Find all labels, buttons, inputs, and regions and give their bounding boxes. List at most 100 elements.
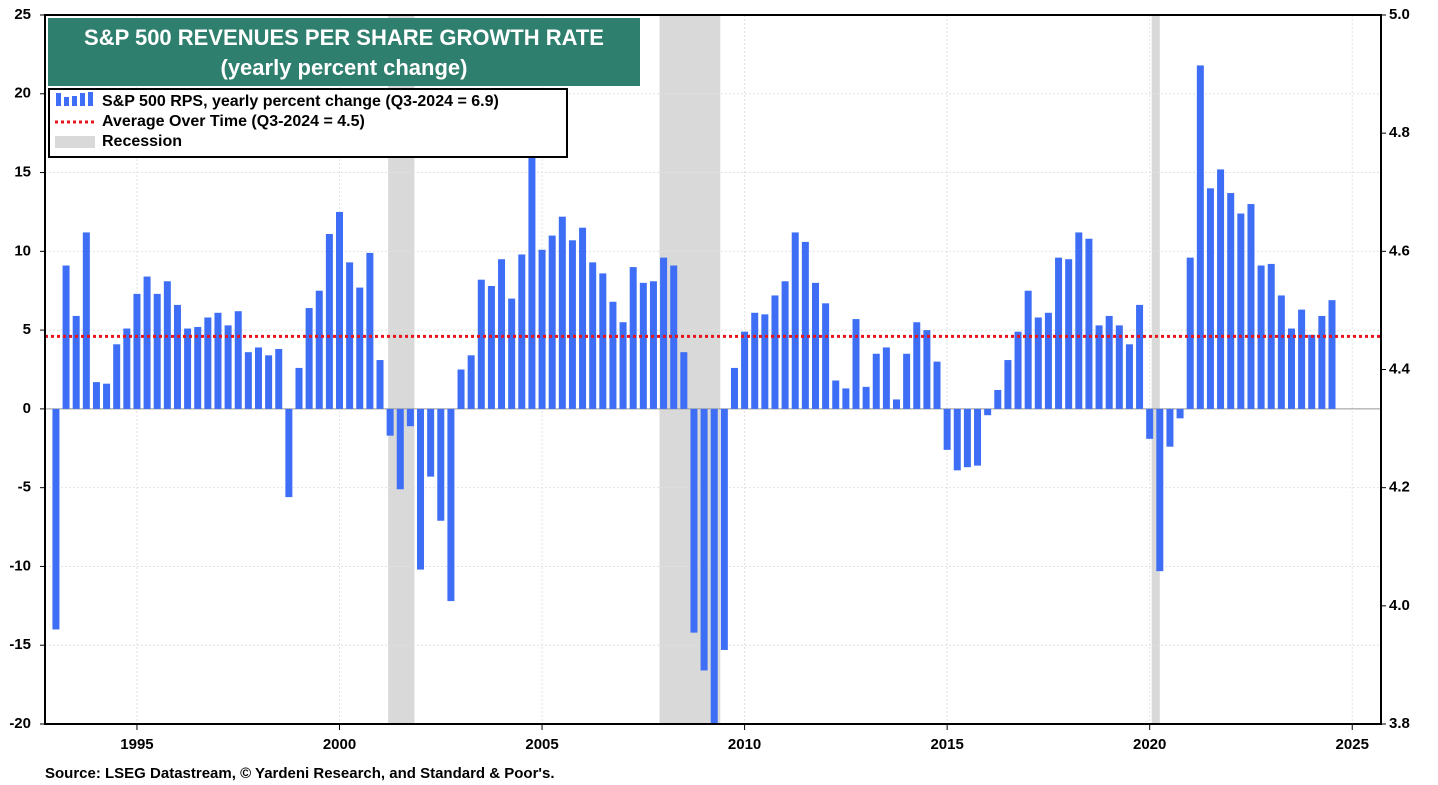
bar (103, 383, 111, 409)
legend-recession-icon (55, 136, 95, 148)
bar (447, 408, 455, 602)
bar (305, 308, 313, 409)
legend-bar (72, 96, 77, 106)
bar (244, 352, 252, 409)
bar (1287, 328, 1295, 409)
bar (852, 319, 860, 409)
bar (974, 408, 982, 466)
bar (1105, 315, 1113, 409)
legend-box (48, 88, 568, 158)
bar (913, 322, 921, 409)
bar (1277, 295, 1285, 409)
bar (163, 281, 171, 409)
bar (123, 328, 131, 409)
bar (528, 141, 536, 409)
bar (579, 227, 587, 409)
y2-tick-label: 4.4 (1389, 360, 1411, 377)
legend-label: Recession (102, 133, 182, 150)
bar (984, 408, 992, 416)
bar (710, 408, 718, 724)
bar (1298, 309, 1306, 409)
x-tick-label: 2015 (930, 736, 963, 753)
bar (427, 408, 435, 477)
bar (173, 304, 181, 409)
bar (325, 234, 333, 409)
bar (234, 311, 242, 409)
bar (508, 298, 516, 409)
y-tick-label: 0 (23, 400, 31, 417)
y2-tick-label: 4.0 (1389, 597, 1410, 614)
bar (761, 314, 769, 409)
source-note: Source: LSEG Datastream, © Yardeni Resea… (45, 765, 555, 782)
bar (1196, 65, 1204, 409)
bar (204, 317, 212, 409)
y2-tick-label: 4.8 (1389, 124, 1410, 141)
x-tick-label: 2010 (728, 736, 761, 753)
bar (72, 315, 80, 409)
bar (1055, 257, 1063, 409)
bar (1095, 325, 1103, 409)
bar (720, 408, 728, 650)
bar (417, 408, 425, 570)
bar (741, 331, 749, 409)
bar (994, 389, 1002, 409)
bar (184, 328, 192, 409)
bar (1176, 408, 1184, 419)
bar (1024, 290, 1032, 409)
bar (842, 388, 850, 409)
bar (1247, 204, 1255, 409)
x-tick-label: 2025 (1336, 736, 1369, 753)
bar (1004, 360, 1012, 409)
bar (1257, 265, 1265, 409)
bar (1115, 325, 1123, 409)
y-tick-label: -20 (9, 715, 31, 732)
bar (953, 408, 961, 471)
bar (133, 293, 141, 409)
y2-tick-label: 4.2 (1389, 479, 1410, 496)
bar (862, 386, 870, 409)
y-tick-label: -10 (9, 557, 31, 574)
chart-subtitle: (yearly percent change) (221, 55, 468, 80)
bar (406, 408, 414, 427)
bar (649, 281, 657, 409)
bar (113, 344, 121, 409)
legend-bar-icon (56, 92, 93, 106)
bar (963, 408, 971, 468)
y-tick-label: 25 (14, 6, 31, 23)
bar (781, 281, 789, 409)
bar (467, 355, 475, 409)
bar (1328, 300, 1336, 409)
axes: -20-15-10-505101520253.84.04.24.44.64.85… (9, 6, 1410, 753)
bar (791, 232, 799, 409)
y2-tick-label: 4.6 (1389, 242, 1410, 259)
bar (518, 254, 526, 409)
bar (1318, 315, 1326, 409)
title-box (48, 18, 640, 86)
bar (943, 408, 951, 450)
y-tick-label: -15 (9, 636, 31, 653)
bar (396, 408, 404, 490)
bar (1136, 304, 1144, 409)
legend-bar (64, 97, 69, 106)
bar (487, 285, 495, 409)
bar (660, 257, 668, 409)
bar (143, 276, 151, 409)
bar (376, 360, 384, 409)
bar (801, 241, 809, 409)
bar (548, 235, 556, 409)
legend: S&P 500 RPS, yearly percent change (Q3-2… (48, 88, 568, 158)
bar (933, 361, 941, 409)
bar (265, 355, 273, 409)
bar (700, 408, 708, 671)
bar (1075, 232, 1083, 409)
bar (923, 330, 931, 409)
bar (477, 279, 485, 409)
x-tick-label: 1995 (120, 736, 153, 753)
x-tick-label: 2000 (323, 736, 356, 753)
y-tick-label: -5 (18, 479, 31, 496)
bar (832, 380, 840, 409)
y-tick-label: 15 (14, 164, 31, 181)
bar (1044, 312, 1052, 409)
